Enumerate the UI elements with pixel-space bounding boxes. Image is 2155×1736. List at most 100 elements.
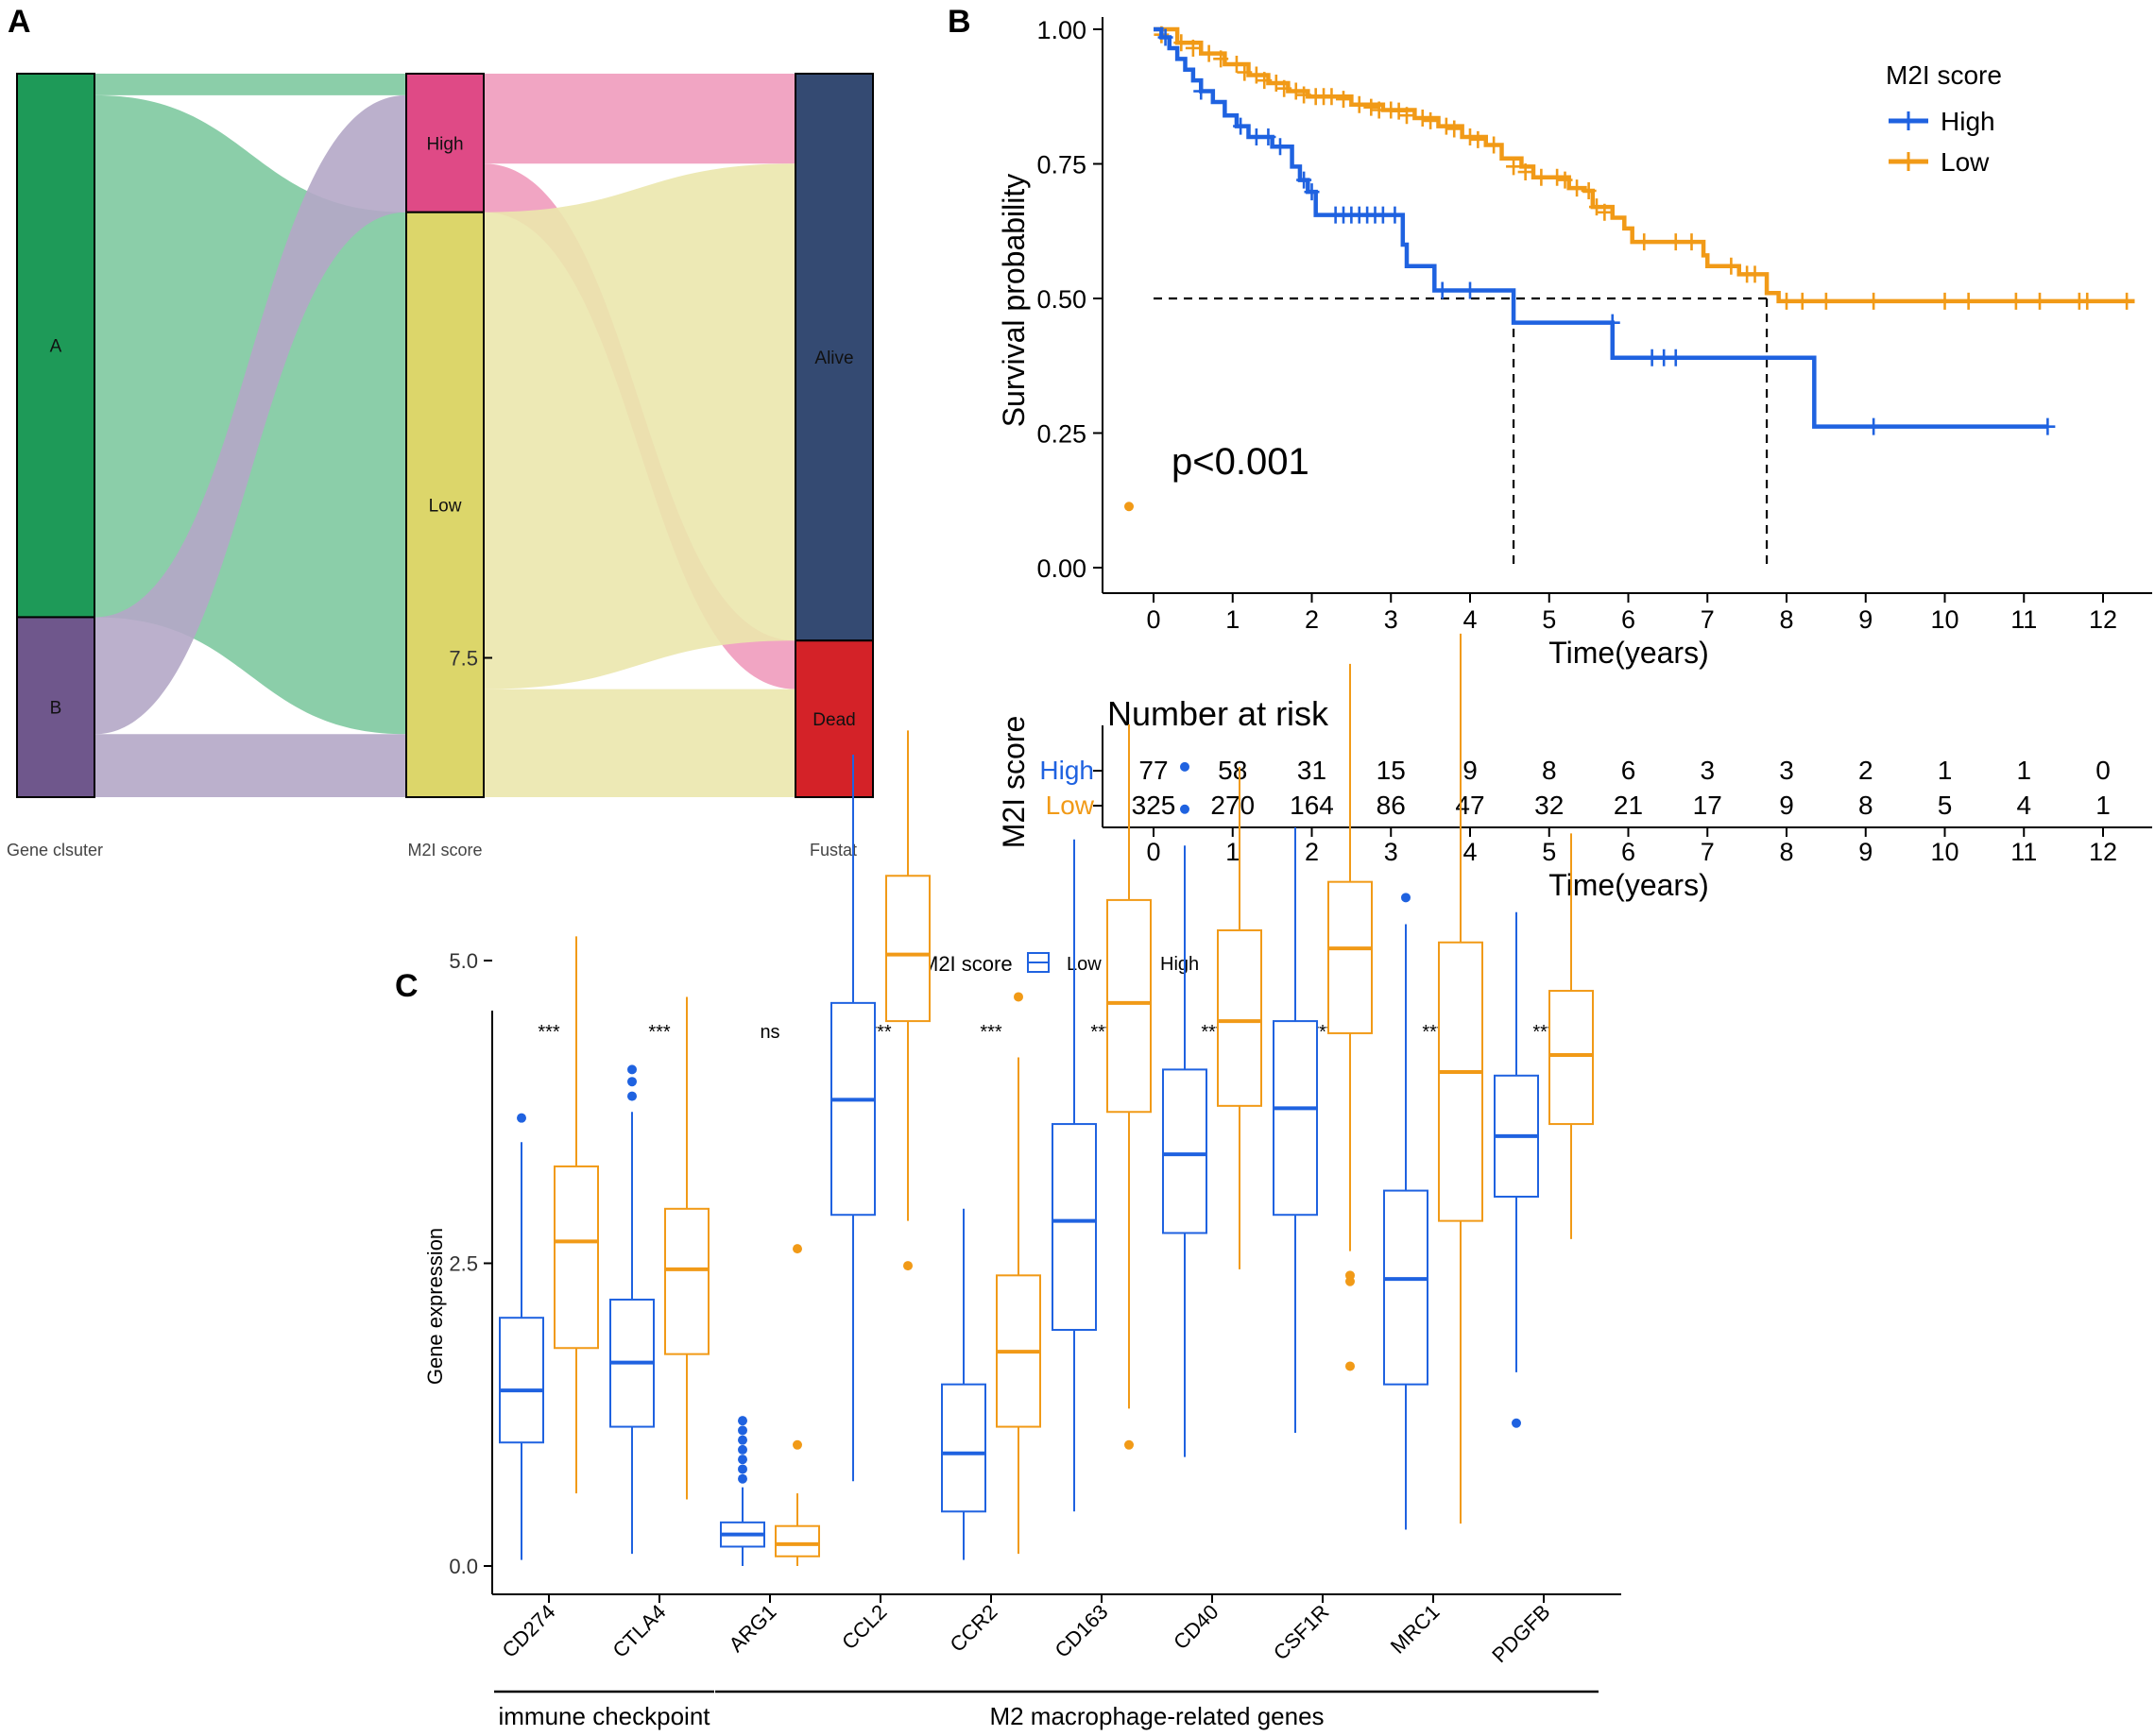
outlier-arg1-low	[738, 1464, 747, 1474]
outlier-arg1-high	[793, 1439, 802, 1450]
risk-cell-low: 270	[1210, 791, 1255, 820]
box-mrc1-low	[1383, 1189, 1428, 1386]
km-censor-mark-low	[1668, 233, 1684, 251]
km-censor-mark-low	[1557, 171, 1573, 189]
km-censor-mark-low	[2079, 292, 2095, 310]
km-censor-mark-low	[1228, 56, 1244, 74]
boxplot-gene-groups: immune checkpoint M2 macrophage-related g…	[494, 1690, 1599, 1730]
km-censor-mark-low	[1462, 128, 1478, 145]
risk-x-tick-label: 7	[1701, 838, 1715, 866]
outlier-cd163-high	[1124, 502, 1134, 512]
km-x-tick-label: 11	[2010, 605, 2037, 634]
km-pvalue: p<0.001	[1172, 441, 1309, 483]
risk-cell-high: 2	[1858, 756, 1873, 785]
km-censor-mark-low	[1201, 44, 1217, 62]
km-x-tick-label: 6	[1621, 605, 1635, 634]
boxplot-y-tick-label: 7.5	[449, 647, 478, 671]
risk-cell-low: 4	[2016, 791, 2031, 820]
km-censor-mark-low	[1423, 111, 1439, 129]
km-censor-mark-low	[1517, 163, 1533, 181]
km-y-tick-label: 0.50	[1036, 285, 1086, 314]
km-censor-mark-low	[1268, 75, 1284, 92]
box-cd40-low	[1162, 1068, 1207, 1234]
km-censor-mark-high	[1157, 28, 1173, 46]
flow-a-to-high	[94, 74, 406, 95]
km-legend-low-label: Low	[1941, 147, 1990, 177]
risk-cell-high: 0	[2095, 756, 2111, 785]
km-censor-mark-low	[1296, 86, 1312, 104]
box-mrc1-high	[1438, 941, 1483, 1222]
boxplot-x-tick-label-cd40: CD40	[1169, 1600, 1223, 1654]
flow-b-to-low	[94, 734, 406, 797]
km-censor-mark-high	[1296, 171, 1312, 189]
risk-cell-high: 1	[2016, 756, 2031, 785]
km-censor-mark-low	[1414, 110, 1430, 128]
risk-cell-low: 1	[2095, 791, 2111, 820]
node-dead	[795, 639, 874, 798]
node-label-a: A	[50, 337, 62, 357]
km-censor-mark-low	[1248, 66, 1264, 84]
km-censor-mark-high	[1434, 281, 1450, 299]
km-y-tick-label: 0.75	[1036, 151, 1086, 179]
boxplot-x-tick-label-pdgfb: PDGFB	[1487, 1600, 1554, 1667]
risk-cell-low: 21	[1614, 791, 1643, 820]
significance-label-cd274: ***	[538, 1022, 560, 1043]
km-curve-high	[1154, 26, 2048, 429]
risk-cell-high: 3	[1779, 756, 1794, 785]
flow-high-to-alive	[484, 74, 795, 164]
boxplot-legend: M2I score Low High	[921, 952, 1199, 976]
km-censor-mark-high	[1604, 314, 1620, 332]
risk-table-y-label: M2I score	[997, 716, 1031, 848]
km-censor-mark-low	[1213, 50, 1229, 68]
km-censor-mark-low	[1391, 102, 1407, 120]
km-censor-mark-low	[2119, 292, 2135, 310]
axis-label-fustat: Fustat	[810, 841, 857, 859]
km-x-tick-label: 7	[1701, 605, 1715, 634]
km-x-tick-label: 8	[1779, 605, 1793, 634]
risk-cell-high: 1	[1938, 756, 1953, 785]
risk-cell-low: 17	[1693, 791, 1722, 820]
flow-low-to-dead	[484, 689, 795, 797]
boxplot-legend-high-label: High	[1160, 954, 1199, 975]
km-censor-mark-high	[2040, 417, 2056, 435]
risk-cell-high: 58	[1218, 756, 1247, 785]
km-censor-mark-low	[1937, 292, 1953, 310]
boxplot-x-tick-label-ccl2: CCL2	[837, 1600, 891, 1654]
km-censor-mark-low	[2032, 292, 2047, 310]
km-censor-mark-low	[1684, 233, 1700, 251]
node-alive	[795, 73, 874, 642]
risk-x-tick-label: 0	[1146, 838, 1160, 866]
boxplot-x-tick-label-arg1: ARG1	[724, 1600, 780, 1657]
km-censor-mark-low	[1324, 88, 1340, 106]
outlier-arg1-low	[738, 1416, 747, 1426]
km-censor-mark-low	[1569, 179, 1585, 197]
risk-cell-high: 8	[1542, 756, 1557, 785]
km-censor-mark-high	[1304, 183, 1320, 201]
km-y-tick-label: 1.00	[1036, 16, 1086, 44]
km-censor-mark-low	[1589, 198, 1604, 216]
node-a	[16, 73, 95, 619]
km-censor-mark-low	[1779, 292, 1794, 310]
km-censor-mark-low	[1470, 130, 1486, 148]
km-censor-mark-high	[1387, 206, 1403, 224]
km-censor-mark-low	[1794, 292, 1810, 310]
km-censor-mark-high	[1866, 417, 1882, 435]
outlier-ccl2-high	[903, 1261, 913, 1271]
boxplot-y-tick-label: 0.0	[449, 1555, 478, 1578]
risk-x-tick-label: 11	[2010, 838, 2037, 866]
km-x-tick-label: 1	[1225, 605, 1240, 634]
km-x-tick-label: 2	[1305, 605, 1319, 634]
alluvial-nodes: A B High Low Alive Dead	[16, 73, 874, 799]
km-censor-mark-low	[1506, 158, 1522, 176]
panel-label-a: A	[8, 4, 31, 40]
km-censor-mark-high	[1233, 117, 1249, 135]
box-arg1-high	[775, 1524, 820, 1557]
risk-x-tick-label: 4	[1462, 838, 1477, 866]
box-cd40-high	[1217, 928, 1262, 1107]
box-ccr2-low	[941, 1383, 986, 1513]
node-label-low: Low	[429, 496, 462, 516]
node-b	[16, 616, 95, 799]
boxplot-chart: M2I score Low High Gene expression 0.0 2.…	[423, 502, 1621, 1730]
alluvial-diagram: A B High Low Alive Dead Gene clsuter M2I scor…	[7, 73, 874, 859]
